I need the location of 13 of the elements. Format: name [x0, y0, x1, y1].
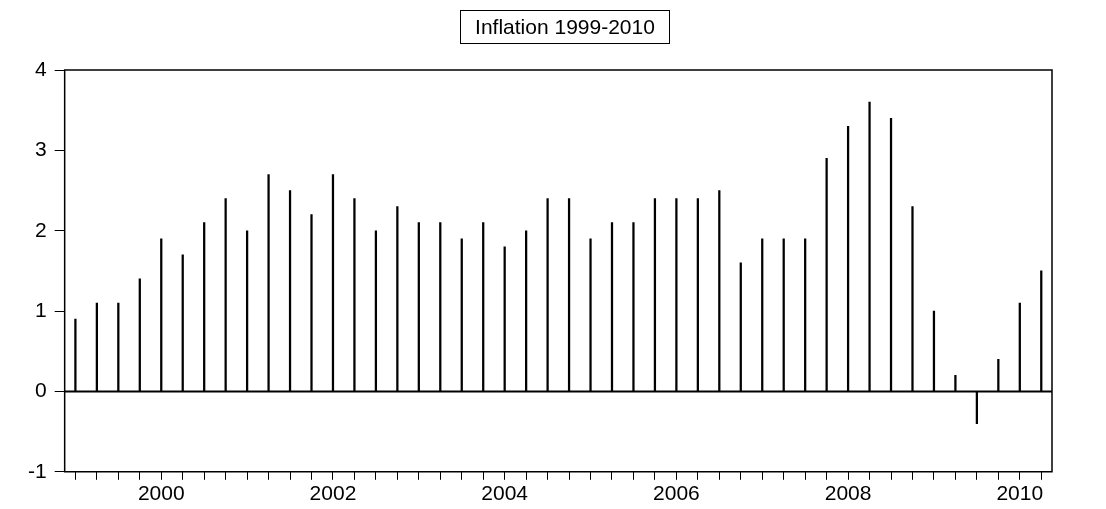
y-tick-label: 0	[34, 378, 47, 402]
x-tick-label: 2006	[653, 481, 700, 505]
x-tick-label: 2010	[996, 481, 1044, 505]
x-tick-label: 2000	[137, 481, 185, 505]
x-tick-label: 2002	[309, 481, 357, 505]
y-tick-label: -1	[27, 458, 47, 482]
y-tick-label: 2	[34, 217, 47, 241]
x-tick-label: 2004	[481, 481, 529, 505]
chart-title: Inflation 1999-2010	[460, 10, 670, 44]
y-tick-label: 4	[34, 56, 47, 80]
y-tick-label: 3	[34, 137, 47, 161]
x-tick-label: 2008	[824, 481, 872, 505]
y-tick-label: 1	[34, 297, 47, 321]
